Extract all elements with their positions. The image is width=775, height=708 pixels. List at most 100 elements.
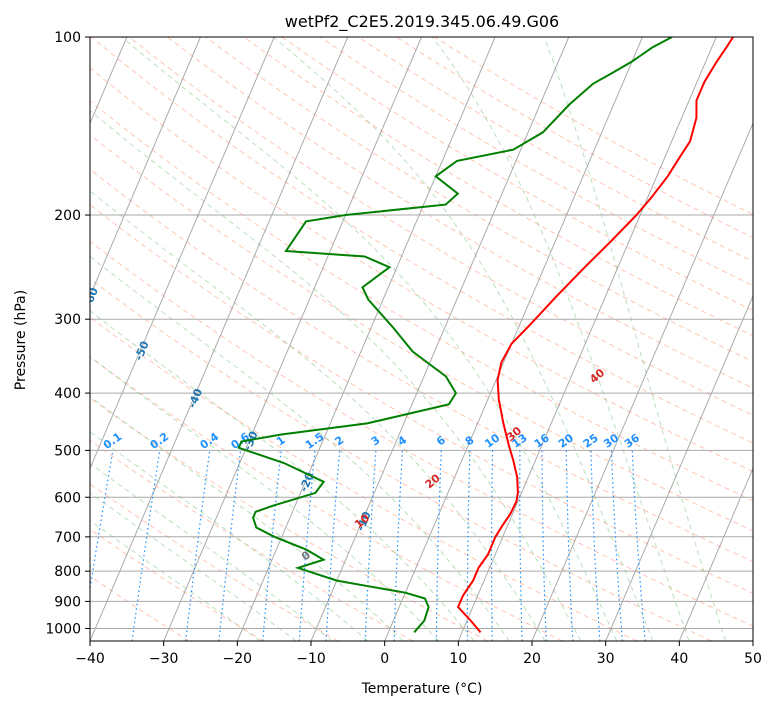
moist-adiabat-label: 40 xyxy=(587,366,607,386)
mixing-ratio-label: 25 xyxy=(581,431,601,450)
mixing-ratio-label: 8 xyxy=(463,433,477,448)
temperature-profile xyxy=(456,37,734,633)
mixing-ratio-label: 20 xyxy=(556,431,576,451)
y-tick-label: 100 xyxy=(54,30,81,46)
mixing-ratio-line xyxy=(466,450,471,641)
dry-adiabat-line xyxy=(90,204,753,594)
mixing-ratio-label: 4 xyxy=(395,433,409,448)
y-tick-label: 400 xyxy=(54,386,81,402)
isotherm-line xyxy=(605,294,753,641)
dry-adiabat-line xyxy=(90,37,753,444)
isotherm-line xyxy=(90,37,201,298)
dry-adiabat-line xyxy=(90,439,414,641)
y-tick-label: 1000 xyxy=(45,621,81,637)
y-tick-label: 600 xyxy=(54,490,81,506)
dry-adiabat-line xyxy=(281,37,753,312)
dry-adiabat-line xyxy=(90,483,339,641)
y-tick-label: 500 xyxy=(54,443,81,459)
mixing-ratio-line xyxy=(519,450,523,641)
mixing-ratio-line xyxy=(631,450,646,641)
moist-adiabat-line xyxy=(90,310,475,641)
isotherm-line xyxy=(163,37,422,641)
mixing-ratio-line xyxy=(218,450,242,641)
mixing-ratio-line xyxy=(90,450,114,593)
isotherm-line xyxy=(384,37,643,641)
line-labels: -100-90-80-70-60-50-40-30-20-100.10.20.4… xyxy=(81,285,642,563)
x-tick-label: −20 xyxy=(223,651,253,667)
dry-adiabat-line xyxy=(90,356,563,641)
isotherm-label: -40 xyxy=(185,386,205,410)
dry-adiabat-line xyxy=(357,37,753,263)
moist-adiabat-line xyxy=(90,395,404,641)
mixing-ratio-line xyxy=(435,450,442,641)
moist-adiabat-line xyxy=(90,519,261,641)
isotherm-label: -60 xyxy=(81,285,101,309)
x-tick-label: 10 xyxy=(449,651,467,667)
mixing-ratio-label: 2 xyxy=(333,433,347,448)
isotherm-line xyxy=(752,639,753,641)
isotherm-label: -50 xyxy=(132,339,152,363)
dry-adiabat-line xyxy=(205,37,753,363)
dry-adiabat-line xyxy=(90,278,712,641)
dry-adiabat-line xyxy=(90,67,753,473)
dry-adiabat-line xyxy=(167,37,753,389)
y-tick-label: 300 xyxy=(54,312,81,328)
mixing-ratio-label: 3 xyxy=(369,433,383,448)
moist-adiabat-line xyxy=(90,356,439,641)
mixing-ratio-label: 30 xyxy=(601,431,621,451)
mixing-ratio-label: 0.4 xyxy=(198,430,222,452)
mixing-ratio-line xyxy=(610,450,623,641)
mixing-ratio-label: 10 xyxy=(482,431,502,451)
isotherm-line xyxy=(678,467,753,641)
dewpoint-profile xyxy=(237,37,673,633)
isotherm-line xyxy=(90,37,349,641)
x-tick-label: 0 xyxy=(380,651,389,667)
isotherm-line xyxy=(531,121,753,641)
mixing-ratio-label: 0.1 xyxy=(101,430,124,452)
y-tick-label: 800 xyxy=(54,564,81,580)
profiles xyxy=(237,37,734,633)
y-tick-label: 200 xyxy=(54,208,81,224)
isotherm-line xyxy=(90,37,275,470)
x-tick-label: 30 xyxy=(597,651,615,667)
mixing-ratio-line xyxy=(393,450,404,641)
mixing-ratio-line xyxy=(262,450,282,641)
x-tick-label: 40 xyxy=(670,651,688,667)
mixing-ratio-label: 6 xyxy=(434,433,448,448)
x-tick-label: −40 xyxy=(75,651,105,667)
moist-adiabat-line xyxy=(121,37,618,641)
background-lines xyxy=(90,37,753,641)
dry-adiabat-line xyxy=(90,240,753,627)
x-tick-label: −10 xyxy=(296,651,326,667)
mixing-ratio-line xyxy=(364,450,377,641)
isotherm-line xyxy=(310,37,570,641)
x-tick-label: 50 xyxy=(744,651,762,667)
chart-title: wetPf2_C2E5.2019.345.06.49.G06 xyxy=(285,12,559,32)
plot-area: -100-90-80-70-60-50-40-30-20-100.10.20.4… xyxy=(45,30,762,667)
mixing-ratio-line xyxy=(298,450,316,641)
y-axis-label: Pressure (hPa) xyxy=(13,290,29,390)
dry-adiabat-line xyxy=(90,168,753,563)
mixing-ratio-line xyxy=(541,450,547,641)
x-axis-label: Temperature (°C) xyxy=(361,681,483,697)
moist-adiabat-line xyxy=(90,462,333,641)
dry-adiabat-line xyxy=(434,37,753,216)
moist-adiabat-line xyxy=(90,190,546,641)
mixing-ratio-line xyxy=(185,450,211,641)
y-tick-label: 700 xyxy=(54,530,81,546)
mixing-ratio-label: 36 xyxy=(622,431,642,451)
moist-adiabat-line xyxy=(90,255,510,641)
mixing-ratio-label: 1.5 xyxy=(303,430,326,452)
isotherm-line xyxy=(457,37,717,641)
moist-adiabat-line xyxy=(90,431,369,641)
moist-adiabat-line xyxy=(543,37,727,641)
dry-adiabat-line xyxy=(90,134,753,532)
dry-adiabat-line xyxy=(90,316,638,641)
dry-adiabat-line xyxy=(243,37,753,337)
y-tick-label: 900 xyxy=(54,594,81,610)
moist-adiabat-line xyxy=(273,37,654,641)
moist-adiabat-line xyxy=(431,37,690,641)
mixing-ratio-label: 16 xyxy=(532,431,552,451)
mixing-ratio-line xyxy=(565,450,574,641)
